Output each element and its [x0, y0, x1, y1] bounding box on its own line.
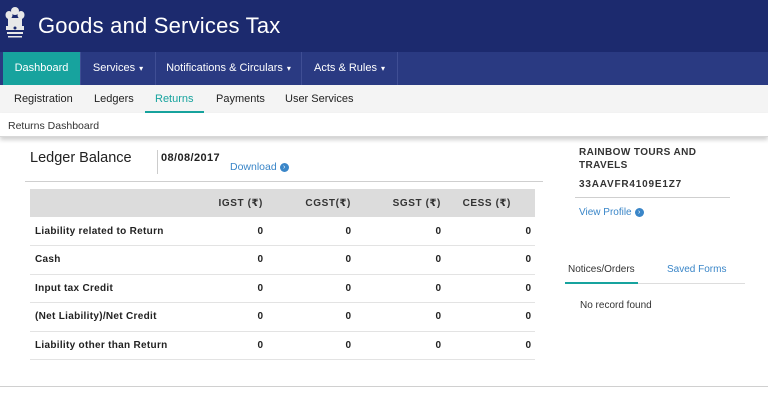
subnav-payments[interactable]: Payments — [216, 93, 265, 105]
cess-value: 0 — [445, 331, 535, 360]
ledger-balance-title: Ledger Balance — [30, 150, 132, 166]
profile-divider — [575, 197, 730, 198]
table-row: (Net Liability)/Net Credit 0 0 0 0 — [30, 302, 535, 332]
chevron-down-icon: ▾ — [286, 64, 291, 73]
ledger-date: 08/08/2017 — [161, 152, 221, 164]
arrow-circle-right-icon: › — [634, 207, 644, 217]
row-label: Input tax Credit — [30, 274, 195, 303]
cess-value: 0 — [445, 302, 535, 332]
sgst-value: 0 — [355, 245, 445, 275]
cess-value: 0 — [445, 245, 535, 275]
national-emblem-icon[interactable] — [4, 5, 26, 47]
table-row: Liability related to Return 0 0 0 0 — [30, 217, 535, 246]
tab-saved-forms[interactable]: Saved Forms — [667, 264, 727, 275]
cess-value: 0 — [445, 217, 535, 246]
cgst-value: 0 — [267, 217, 355, 246]
nav-dashboard[interactable]: Dashboard — [3, 52, 81, 85]
sgst-value: 0 — [355, 331, 445, 360]
breadcrumb[interactable]: Returns Dashboard — [8, 120, 100, 132]
subnav-registration[interactable]: Registration — [14, 93, 73, 105]
table-row: Cash 0 0 0 0 — [30, 245, 535, 275]
view-profile-link[interactable]: View Profile › — [579, 207, 644, 218]
row-label: (Net Liability)/Net Credit — [30, 302, 195, 332]
row-label: Liability related to Return — [30, 217, 195, 246]
column-header-sgst: SGST (₹) — [355, 189, 445, 217]
subnav-returns[interactable]: Returns — [145, 85, 204, 113]
igst-value: 0 — [195, 217, 267, 246]
notices-tabs: Notices/Orders Saved Forms — [565, 259, 745, 284]
row-label: Cash — [30, 245, 195, 275]
title-divider — [157, 150, 158, 174]
cess-value: 0 — [445, 274, 535, 303]
igst-value: 0 — [195, 302, 267, 332]
gstin: 33AAVFR4109E1Z7 — [579, 179, 682, 190]
subnav-ledgers[interactable]: Ledgers — [94, 93, 134, 105]
sgst-value: 0 — [355, 217, 445, 246]
company-name: RAINBOW TOURS AND TRAVELS — [579, 147, 697, 171]
chevron-down-icon: ▾ — [380, 64, 385, 73]
table-header-row: IGST (₹) CGST(₹) SGST (₹) CESS (₹) — [30, 189, 535, 217]
column-header-cgst: CGST(₹) — [267, 189, 355, 217]
cgst-value: 0 — [267, 331, 355, 360]
sgst-value: 0 — [355, 274, 445, 303]
breadcrumb-bar: Returns Dashboard — [0, 113, 768, 137]
site-title: Goods and Services Tax — [38, 13, 281, 38]
chevron-down-icon: ▾ — [139, 64, 144, 73]
sub-nav: Registration Ledgers Returns Payments Us… — [0, 85, 768, 113]
cgst-value: 0 — [267, 302, 355, 332]
main-nav: Dashboard Services ▾ Notifications & Circ… — [0, 52, 768, 85]
site-header: Goods and Services Tax — [0, 0, 768, 52]
column-header-cess: CESS (₹) — [445, 189, 535, 217]
nav-notifications-circulars[interactable]: Notifications & Circulars ▾ — [156, 52, 302, 85]
arrow-circle-right-icon: › — [279, 162, 289, 172]
sgst-value: 0 — [355, 302, 445, 332]
cgst-value: 0 — [267, 245, 355, 275]
table-row: Liability other than Return 0 0 0 0 — [30, 331, 535, 360]
nav-services[interactable]: Services ▾ — [81, 52, 156, 85]
igst-value: 0 — [195, 245, 267, 275]
subnav-user-services[interactable]: User Services — [285, 93, 354, 105]
column-header-igst: IGST (₹) — [195, 189, 267, 217]
igst-value: 0 — [195, 331, 267, 360]
column-header — [30, 189, 195, 217]
section-divider — [25, 181, 543, 182]
table-row: Input tax Credit 0 0 0 0 — [30, 274, 535, 303]
row-label: Liability other than Return — [30, 331, 195, 360]
empty-message: No record found — [580, 300, 652, 311]
page-bottom-border — [0, 386, 768, 387]
download-link[interactable]: Download › — [230, 161, 289, 173]
tab-notices-orders[interactable]: Notices/Orders — [565, 259, 638, 284]
cgst-value: 0 — [267, 274, 355, 303]
igst-value: 0 — [195, 274, 267, 303]
ledger-balance-table: IGST (₹) CGST(₹) SGST (₹) CESS (₹) Liabi… — [30, 189, 535, 360]
nav-acts-rules[interactable]: Acts & Rules ▾ — [302, 52, 398, 85]
